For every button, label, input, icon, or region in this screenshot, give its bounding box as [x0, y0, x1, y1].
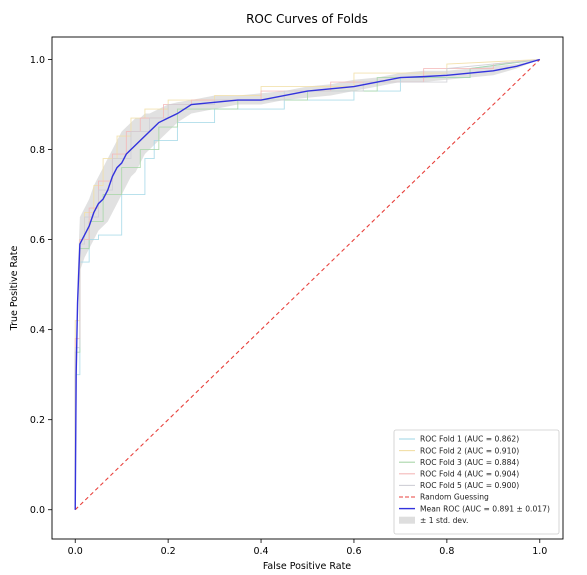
legend-label: ROC Fold 5 (AUC = 0.900)	[420, 481, 519, 490]
legend-entry: Mean ROC (AUC = 0.891 ± 0.017)	[399, 504, 550, 513]
legend-label: ROC Fold 4 (AUC = 0.904)	[420, 470, 519, 479]
legend-label: Random Guessing	[420, 493, 489, 502]
legend-entry: ROC Fold 3 (AUC = 0.884)	[399, 458, 519, 467]
mean-roc-line	[74, 58, 540, 510]
x-tick-label: 0.4	[253, 546, 268, 557]
legend-entry: ROC Fold 1 (AUC = 0.862)	[399, 435, 519, 444]
legend-label: ROC Fold 1 (AUC = 0.862)	[420, 435, 519, 444]
chart-title: ROC Curves of Folds	[246, 12, 368, 26]
x-axis-ticks: 0.0 0.2 0.4 0.6 0.8 1.0	[68, 539, 547, 557]
y-axis-ticks: 0.0 0.2 0.4 0.6 0.8 1.0	[30, 55, 52, 516]
y-tick-label: 0.8	[30, 145, 45, 156]
legend-swatch	[399, 516, 415, 524]
legend-label: ROC Fold 2 (AUC = 0.910)	[420, 446, 519, 455]
x-tick-label: 0.2	[161, 546, 176, 557]
y-tick-label: 0.0	[30, 505, 45, 516]
y-axis-label: True Positive Rate	[9, 246, 20, 332]
y-tick-label: 0.6	[30, 235, 45, 246]
x-tick-label: 0.8	[439, 546, 454, 557]
x-tick-label: 0.6	[346, 546, 361, 557]
series-layer	[74, 58, 541, 511]
legend-label: Mean ROC (AUC = 0.891 ± 0.017)	[420, 504, 550, 513]
legend: ROC Fold 1 (AUC = 0.862) ROC Fold 2 (AUC …	[393, 429, 560, 535]
random-guessing-line	[74, 59, 541, 511]
plot-area	[51, 36, 564, 540]
legend-label: ± 1 std. dev.	[420, 516, 468, 525]
legend-entry: Random Guessing	[399, 493, 489, 502]
legend-entry: ROC Fold 4 (AUC = 0.904)	[399, 470, 519, 479]
y-tick-label: 0.4	[30, 325, 45, 336]
x-tick-label: 0.0	[68, 546, 83, 557]
roc-fold-line-3	[74, 59, 540, 510]
legend-label: ROC Fold 3 (AUC = 0.884)	[420, 458, 519, 467]
plot-frame	[51, 36, 564, 540]
x-tick-label: 1.0	[532, 546, 547, 557]
y-tick-label: 0.2	[30, 415, 45, 426]
legend-entry: ROC Fold 5 (AUC = 0.900)	[399, 481, 519, 490]
y-tick-label: 1.0	[30, 55, 45, 66]
x-axis-label: False Positive Rate	[263, 561, 351, 572]
legend-entry: ROC Fold 2 (AUC = 0.910)	[399, 446, 519, 455]
legend-box	[393, 429, 560, 535]
roc-fold-line-1	[74, 59, 540, 510]
legend-entry: ± 1 std. dev.	[399, 516, 468, 525]
